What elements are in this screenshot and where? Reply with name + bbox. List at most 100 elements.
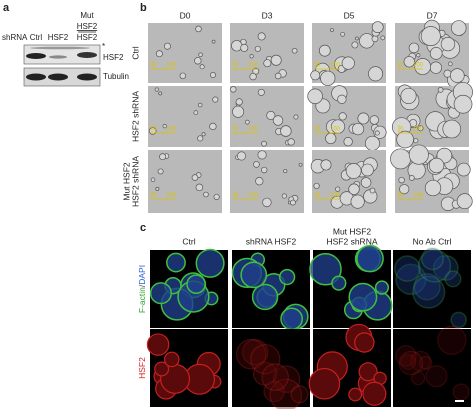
cell <box>325 132 337 145</box>
cell <box>231 40 243 52</box>
scale-end: 100 <box>248 193 259 199</box>
cell <box>270 54 282 66</box>
lane-label: HSF2 <box>77 33 98 42</box>
cell <box>232 105 245 118</box>
row-label: HSF2 <box>137 357 147 379</box>
cell-membrane <box>195 248 225 278</box>
cell <box>157 168 164 175</box>
cell <box>240 43 249 52</box>
cell <box>279 269 295 285</box>
scale-bar <box>315 191 340 200</box>
cell <box>159 153 167 161</box>
row-label: HSF2 shRNA <box>130 156 140 207</box>
cell <box>351 122 365 136</box>
cell <box>281 193 287 199</box>
cell <box>261 140 267 147</box>
cell <box>358 362 378 382</box>
column-header: HSF2 shRNA <box>326 236 377 246</box>
cell <box>309 253 342 285</box>
band <box>49 55 67 59</box>
cell <box>291 47 298 54</box>
scale-start: 0 <box>235 127 239 133</box>
cell <box>371 21 384 34</box>
scale-end: 100 <box>413 127 424 133</box>
cell <box>320 159 332 171</box>
cell <box>293 114 299 120</box>
scale-end: 100 <box>166 63 177 69</box>
cell <box>398 350 424 376</box>
band <box>30 46 90 50</box>
scale-start: 0 <box>400 63 404 69</box>
cell <box>362 381 387 406</box>
cell <box>396 130 414 149</box>
cell-membrane <box>432 255 459 281</box>
cell <box>272 365 301 393</box>
cell <box>236 151 247 161</box>
cell <box>348 387 363 402</box>
cell <box>356 245 384 272</box>
scale-start: 0 <box>317 63 321 69</box>
scale-end: 100 <box>166 127 177 133</box>
cell <box>360 177 372 188</box>
cell <box>179 72 187 80</box>
cell <box>408 42 420 54</box>
scale-start: 0 <box>400 127 404 133</box>
cell <box>199 64 205 70</box>
row-label: HSF2 shRNA <box>130 91 140 142</box>
lane-label: Mut <box>80 11 94 20</box>
lane-label: HSF2 <box>77 22 98 31</box>
cell <box>412 276 445 309</box>
cell <box>150 282 172 304</box>
cell <box>433 255 458 281</box>
scale-bar <box>151 61 176 70</box>
cell <box>408 144 429 165</box>
cell <box>403 56 415 68</box>
scale-end: 100 <box>413 63 424 69</box>
scale-start: 0 <box>400 193 404 199</box>
cell-membrane <box>348 282 378 312</box>
cell <box>380 35 386 41</box>
cell <box>395 345 417 367</box>
cell-membrane <box>251 283 279 311</box>
scale-bar <box>455 400 464 402</box>
row-label: Ctrl <box>130 46 140 59</box>
cell <box>425 365 448 388</box>
panel-label: b <box>140 2 147 14</box>
cell <box>428 157 445 174</box>
cell <box>274 72 282 80</box>
cell <box>345 163 362 179</box>
cell <box>400 354 417 371</box>
cell <box>414 58 432 75</box>
cell <box>253 161 260 168</box>
cell <box>280 308 303 330</box>
fluorescence-image <box>232 329 310 407</box>
band <box>77 52 97 58</box>
cell <box>252 361 278 386</box>
fluorescence-image <box>393 250 471 328</box>
cell <box>210 72 217 79</box>
cell <box>371 35 379 43</box>
cell <box>408 175 415 181</box>
scale-bar <box>398 61 423 70</box>
cell <box>198 52 203 58</box>
cell-membrane <box>240 261 268 289</box>
cell <box>399 184 410 195</box>
scale-bar <box>398 125 423 134</box>
cell <box>257 32 266 41</box>
cell <box>343 136 353 147</box>
micrograph <box>148 150 222 213</box>
column-header: D7 <box>427 10 438 20</box>
cell <box>369 187 376 194</box>
cell <box>337 94 347 104</box>
cell-membrane <box>186 274 206 294</box>
scale-start: 0 <box>153 127 157 133</box>
cell <box>429 47 443 60</box>
cell-membrane <box>444 270 462 288</box>
cell <box>313 182 320 190</box>
cell <box>201 132 206 137</box>
cell <box>359 33 375 49</box>
cell <box>209 122 217 131</box>
lane-label: HSF2 <box>48 33 69 42</box>
band <box>26 53 46 59</box>
cell <box>197 135 204 142</box>
